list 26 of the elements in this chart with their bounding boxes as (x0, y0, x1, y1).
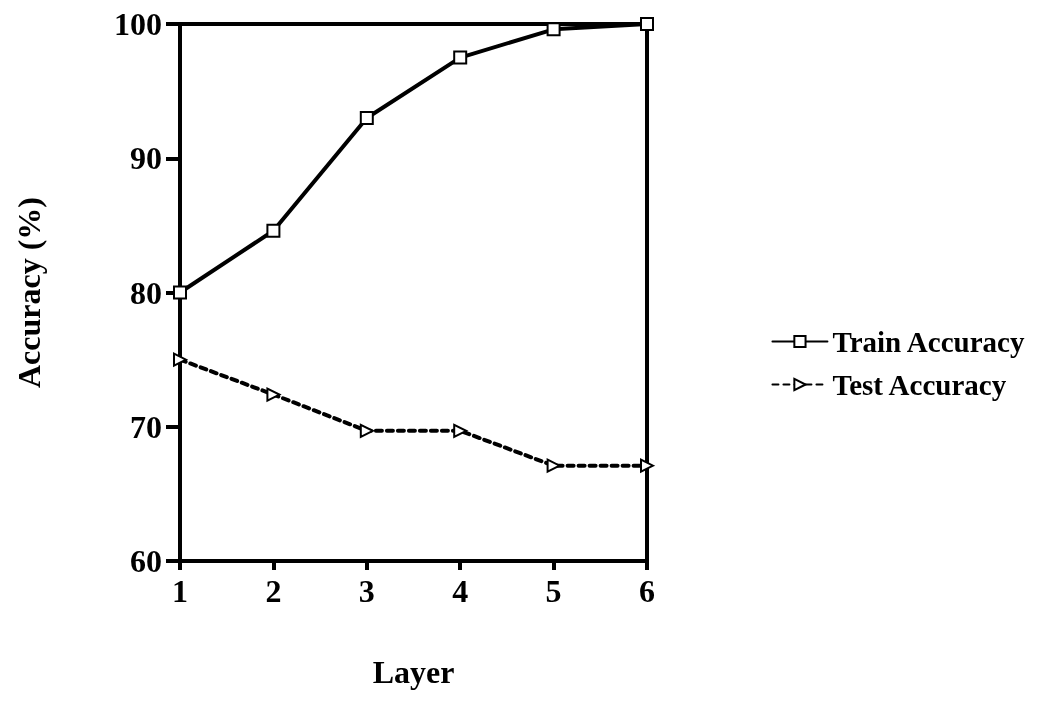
x-tick-label: 4 (452, 573, 469, 609)
point (359, 423, 374, 438)
point (266, 387, 281, 402)
y-tick-label: 100 (114, 6, 162, 42)
point (546, 22, 561, 37)
point (640, 17, 654, 31)
point (359, 110, 374, 125)
x-axis-title: Layer (372, 654, 455, 690)
point (266, 223, 281, 238)
legend-label: Test Accuracy (832, 368, 1007, 401)
x-tick-label: 1 (172, 573, 188, 609)
point (173, 285, 187, 300)
y-tick-label: 90 (130, 140, 162, 177)
point (640, 458, 654, 473)
x-tick-label: 3 (358, 573, 375, 609)
x-tick-label: 5 (545, 573, 562, 609)
y-axis-title: Accuracy (%) (11, 196, 47, 389)
legend-label: Train Accuracy (832, 325, 1025, 358)
y-tick-label: 80 (130, 274, 162, 311)
y-tick-label: 60 (130, 543, 162, 579)
x-tick-label: 6 (639, 573, 655, 609)
point (453, 50, 468, 65)
point (453, 423, 468, 438)
y-tick-label: 70 (130, 408, 162, 445)
x-tick-label: 2 (265, 573, 282, 609)
point (546, 458, 561, 473)
